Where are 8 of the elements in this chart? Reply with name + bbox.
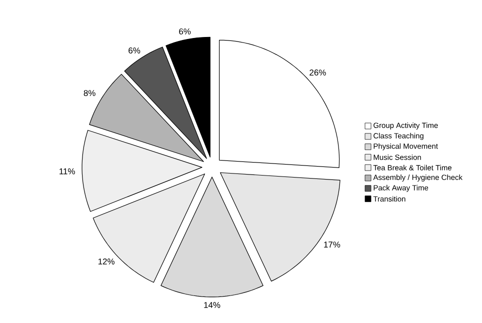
data-label: 6% [179, 28, 191, 34]
data-label: 26% [310, 70, 326, 76]
data-label: 11% [60, 168, 75, 174]
data-label: 6% [128, 47, 140, 54]
data-label: 17% [324, 242, 340, 248]
data-label: 14% [204, 302, 220, 308]
data-label: 8% [84, 90, 96, 96]
data-label: 12% [98, 258, 114, 264]
